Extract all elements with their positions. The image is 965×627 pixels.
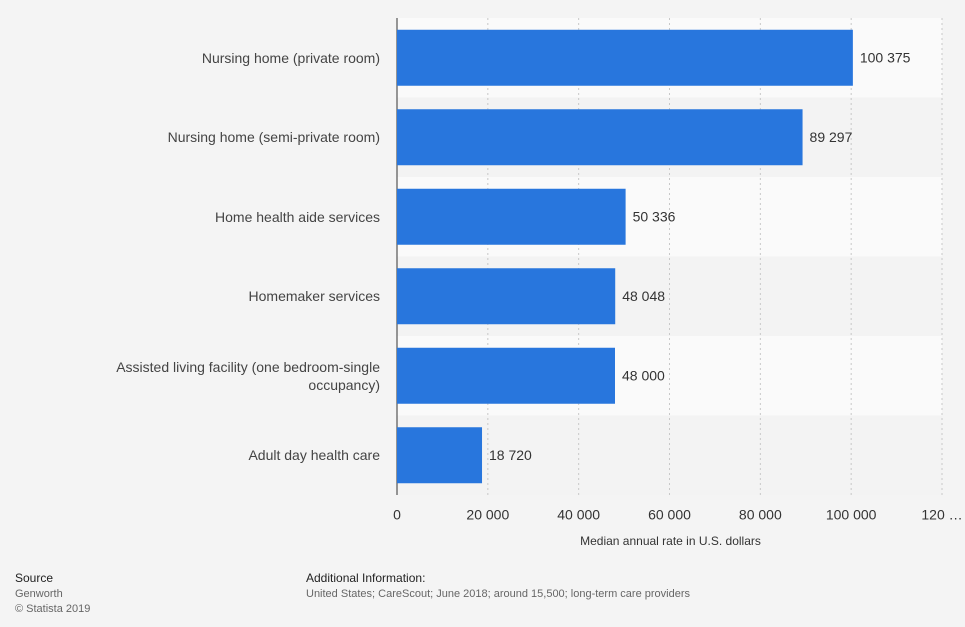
category-label: Nursing home (private room) — [201, 49, 380, 66]
value-label: 100 375 — [860, 49, 911, 65]
value-label: 89 297 — [810, 129, 853, 145]
x-tick-label: 60 000 — [648, 507, 691, 523]
bar — [397, 109, 803, 166]
source: Genworth — [15, 588, 63, 600]
category-label: Nursing home (semi-private room) — [167, 129, 380, 146]
x-tick-label: 0 — [393, 507, 401, 523]
value-label: 18 720 — [489, 447, 532, 463]
bar — [397, 188, 626, 245]
x-tick-label: 20 000 — [466, 507, 509, 523]
category-label: Home health aide services — [215, 208, 380, 225]
bar — [397, 427, 483, 484]
x-tick-label: 40 000 — [557, 507, 600, 523]
info: United States; CareScout; June 2018; aro… — [306, 588, 691, 600]
bar — [397, 29, 853, 86]
x-tick-label: 120 … — [921, 507, 962, 523]
category-label: Homemaker services — [248, 288, 380, 305]
copyright: © Statista 2019 — [15, 603, 91, 615]
info-title: Additional Information: — [306, 571, 426, 585]
value-label: 48 048 — [622, 288, 665, 304]
bar — [397, 347, 615, 404]
x-axis-title: Median annual rate in U.S. dollars — [580, 534, 761, 548]
x-tick-label: 80 000 — [739, 507, 782, 523]
bar — [397, 268, 616, 325]
value-label: 48 000 — [622, 367, 665, 383]
value-label: 50 336 — [633, 208, 676, 224]
x-tick-label: 100 000 — [826, 507, 877, 523]
category-label: Adult day health care — [248, 447, 380, 464]
source-title: Source — [15, 571, 54, 585]
category-label: Assisted living facility (one bedroom-si… — [116, 358, 380, 393]
